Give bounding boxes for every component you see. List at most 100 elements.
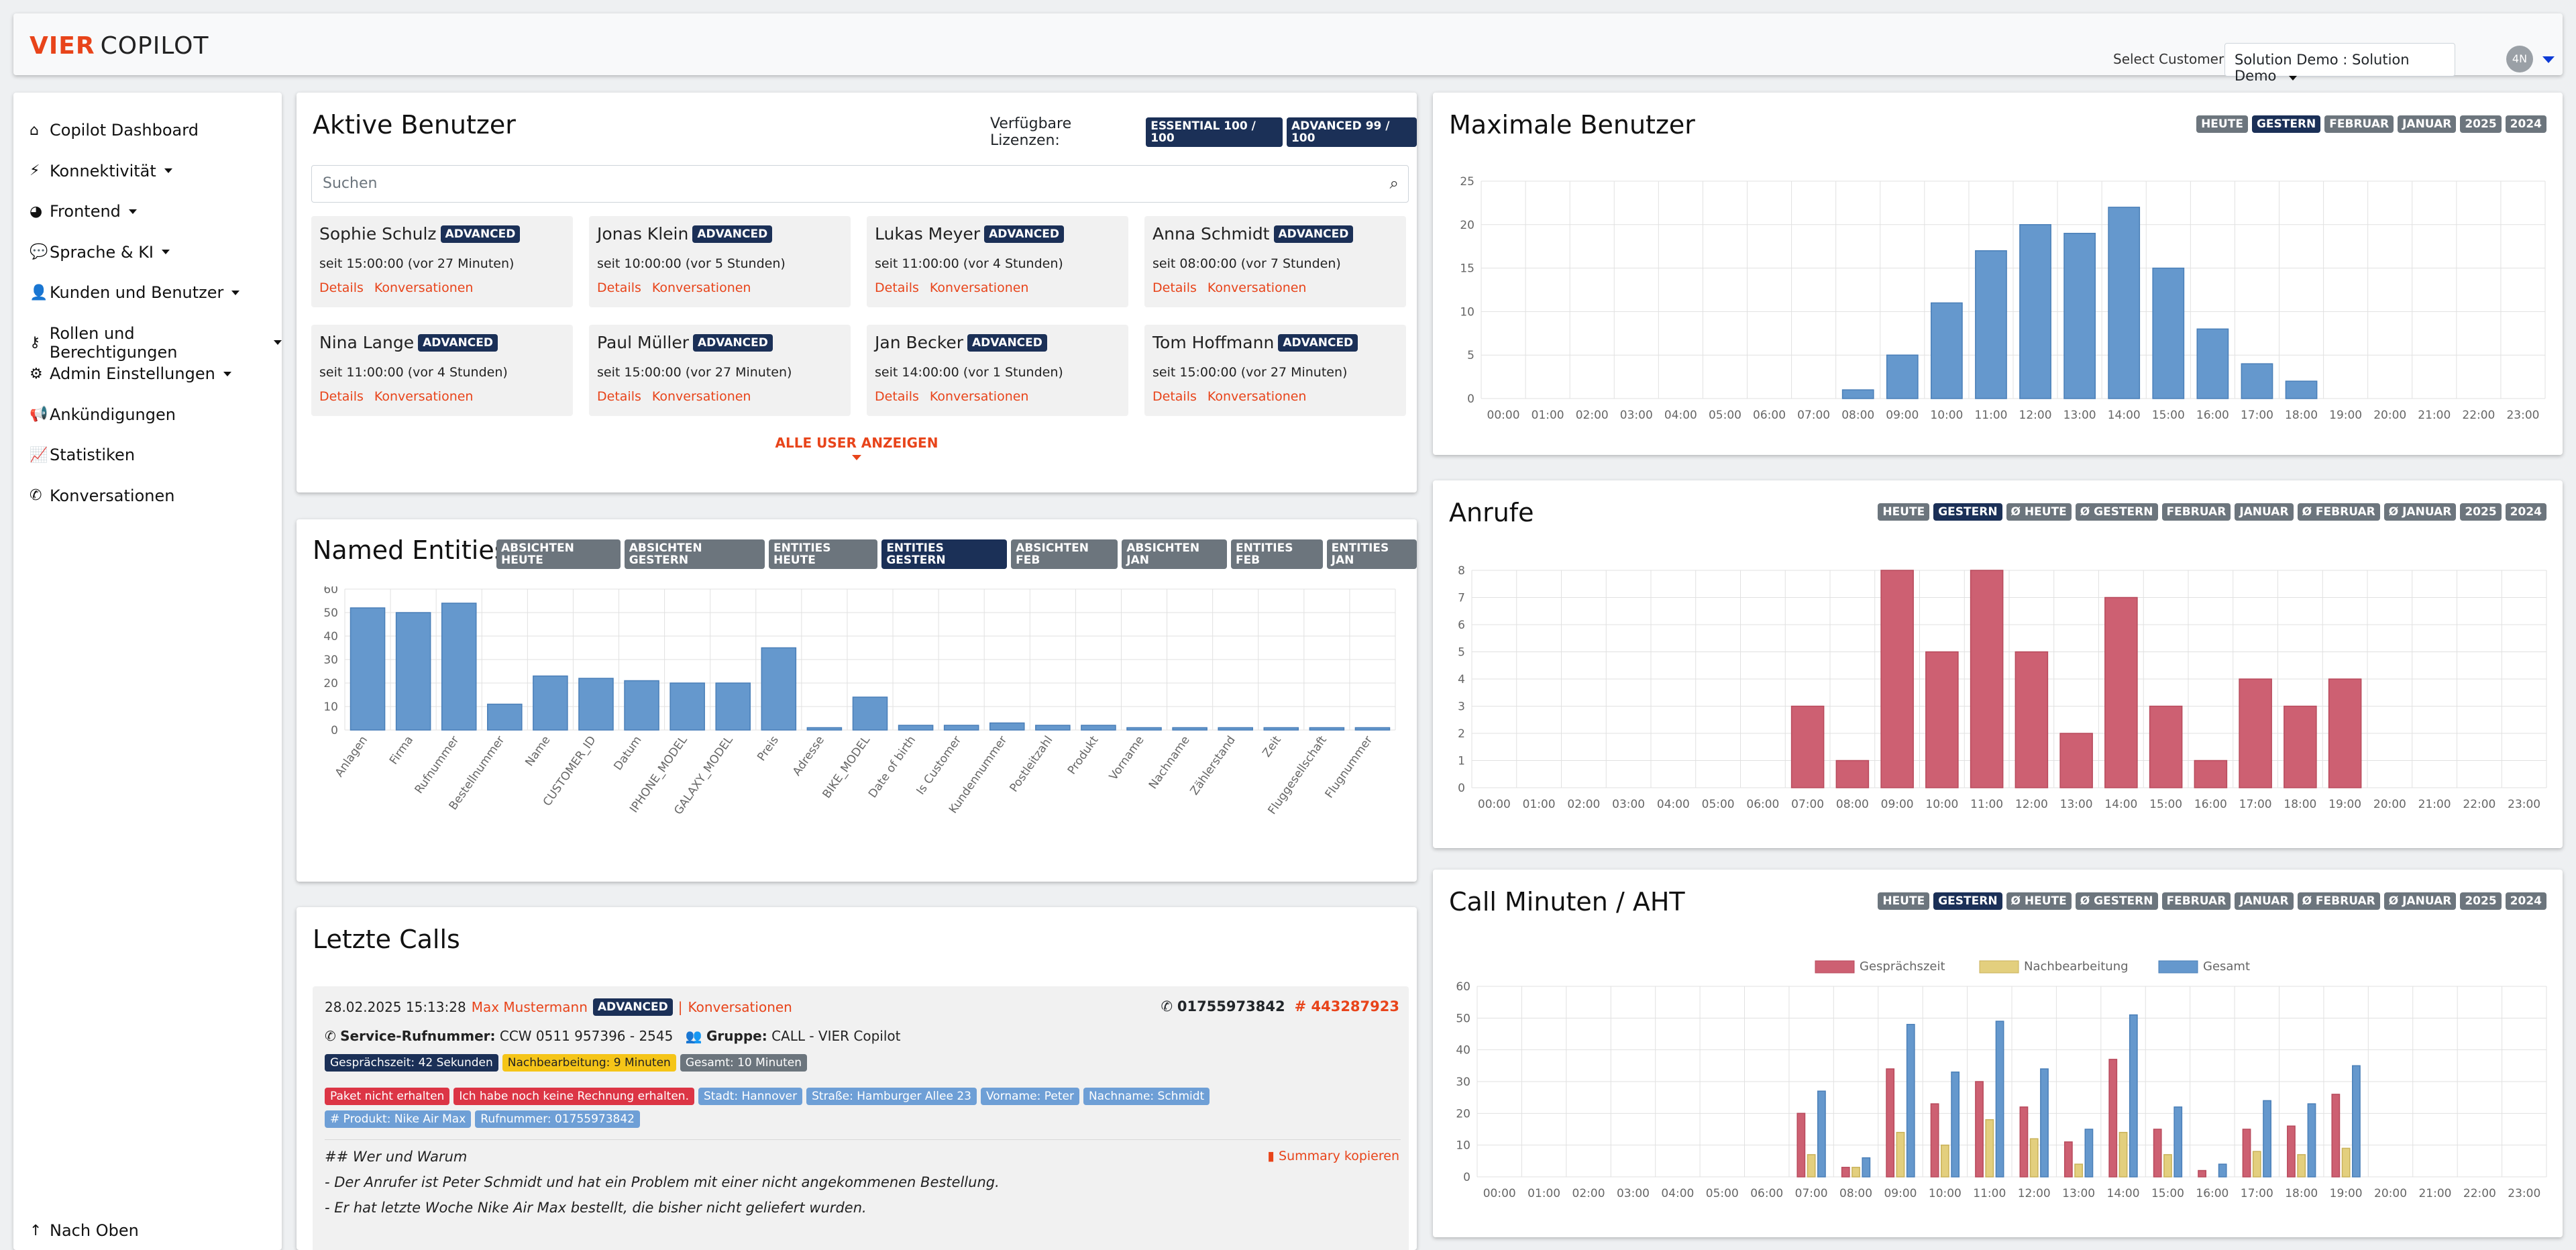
named-entities-filter-button[interactable]: ABSICHTEN JAN: [1122, 539, 1227, 569]
x-tick-label: 08:00: [1836, 798, 1869, 811]
user-details-link[interactable]: Details: [319, 280, 364, 295]
named-entities-filter-button[interactable]: ABSICHTEN HEUTE: [496, 539, 621, 569]
sidebar-item-statistiken[interactable]: 📈 Statistiken: [30, 446, 135, 464]
named-entities-filter-button[interactable]: ENTITIES GESTERN: [881, 539, 1008, 569]
customer-select[interactable]: Solution Demo : Solution Demo: [2224, 43, 2455, 84]
user-details-link[interactable]: Details: [875, 280, 919, 295]
x-tick-label: 20:00: [2373, 798, 2406, 811]
calls-title: Anrufe: [1449, 498, 1534, 527]
y-tick-label: 3: [1458, 700, 1465, 714]
y-tick-label: 30: [323, 654, 338, 667]
call-minutes-filter-button[interactable]: Ø HEUTE: [2006, 892, 2072, 910]
call-minutes-filter-button[interactable]: HEUTE: [1878, 892, 1930, 910]
legend-swatch: [1979, 960, 2019, 974]
x-tick-label: 04:00: [1664, 409, 1697, 422]
named-entities-filter-button[interactable]: ABSICHTEN GESTERN: [624, 539, 765, 569]
calls-filter-button[interactable]: Ø GESTERN: [2075, 503, 2158, 521]
chart-bar: [441, 603, 477, 731]
chart-bar: [624, 680, 659, 731]
sidebar-item-kunden-und-benutzer[interactable]: 👤 Kunden und Benutzer: [30, 283, 240, 302]
chevron-down-icon: [2289, 76, 2298, 81]
named-entities-filter-button[interactable]: ENTITIES HEUTE: [768, 539, 878, 569]
max-users-filter-button[interactable]: GESTERN: [2251, 115, 2321, 133]
call-tag: Nachbearbeitung: 9 Minuten: [502, 1054, 676, 1072]
user-links: Details Konversationen: [875, 280, 1039, 295]
call-minutes-filter-button[interactable]: Ø JANUAR: [2383, 892, 2457, 910]
user-conversations-link[interactable]: Konversationen: [1207, 280, 1307, 295]
sidebar-item-sprache-ki[interactable]: 💬 Sprache & KI: [30, 243, 170, 262]
sidebar-item-konversationen[interactable]: ✆ Konversationen: [30, 486, 174, 505]
sidebar-item-konnektivit-t[interactable]: ⚡ Konnektivität: [30, 162, 172, 180]
call-minutes-filter-button[interactable]: JANUAR: [2235, 892, 2294, 910]
max-users-filter-button[interactable]: 2024: [2505, 115, 2546, 133]
calls-filter-button[interactable]: 2024: [2505, 503, 2546, 521]
calls-filter-button[interactable]: JANUAR: [2235, 503, 2294, 521]
x-tick-label: BIKE_MODEL: [820, 733, 873, 801]
calls-filter-button[interactable]: Ø JANUAR: [2383, 503, 2457, 521]
user-conversations-link[interactable]: Konversationen: [929, 280, 1029, 295]
user-conversations-link[interactable]: Konversationen: [651, 389, 751, 404]
user-conversations-link[interactable]: Konversationen: [1207, 389, 1307, 404]
calls-filter-button[interactable]: Ø FEBRUAR: [2297, 503, 2380, 521]
search-input[interactable]: Suchen ⌕: [311, 165, 1409, 203]
x-tick-label: 07:00: [1791, 798, 1824, 811]
calls-filter-button[interactable]: HEUTE: [1878, 503, 1930, 521]
show-all-users-button[interactable]: ALLE USER ANZEIGEN: [297, 435, 1417, 460]
sidebar-item-rollen-und-berechtigungen[interactable]: ⚷ Rollen und Berechtigungen: [30, 324, 282, 362]
search-icon[interactable]: ⌕: [1389, 174, 1399, 193]
calls-filter-button[interactable]: GESTERN: [1933, 503, 2002, 521]
logo[interactable]: VIER COPILOT: [30, 32, 209, 60]
chat-icon: 💬: [30, 244, 48, 260]
chart-bar: [943, 725, 979, 731]
named-entities-filter-button[interactable]: ENTITIES JAN: [1326, 539, 1417, 569]
user-details-link[interactable]: Details: [597, 280, 641, 295]
sidebar-item-ank-ndigungen[interactable]: 📢 Ankündigungen: [30, 405, 176, 424]
user-name: Lukas Meyer: [875, 224, 981, 244]
user-details-link[interactable]: Details: [597, 389, 641, 404]
max-users-filter-button[interactable]: FEBRUAR: [2324, 115, 2394, 133]
user-conversations-link[interactable]: Konversationen: [374, 280, 474, 295]
chart-bar: [2019, 224, 2051, 399]
user-details-link[interactable]: Details: [1152, 389, 1197, 404]
named-entities-filter-button[interactable]: ENTITIES FEB: [1230, 539, 1323, 569]
user-details-link[interactable]: Details: [875, 389, 919, 404]
user-conversations-link[interactable]: Konversationen: [929, 389, 1029, 404]
chart-bar: [2108, 207, 2141, 399]
call-minutes-filter-button[interactable]: Ø FEBRUAR: [2297, 892, 2380, 910]
caller-name-link[interactable]: Max Mustermann: [471, 999, 588, 1015]
call-minutes-filter-button[interactable]: Ø GESTERN: [2075, 892, 2158, 910]
call-minutes-filter-button[interactable]: GESTERN: [1933, 892, 2002, 910]
user-details-link[interactable]: Details: [319, 389, 364, 404]
user-since: seit 15:00:00 (vor 27 Minuten): [597, 365, 792, 380]
user-details-link[interactable]: Details: [1152, 280, 1197, 295]
x-tick-label: Date of birth: [866, 733, 918, 800]
conversations-link[interactable]: Konversationen: [688, 999, 792, 1015]
sidebar-item-admin-einstellungen[interactable]: ⚙ Admin Einstellungen: [30, 364, 231, 383]
call-id[interactable]: # 443287923: [1294, 998, 1399, 1014]
call-minutes-filter-button[interactable]: 2024: [2505, 892, 2546, 910]
chart-bar: [2129, 1014, 2138, 1178]
chart-bar: [1886, 1068, 1895, 1178]
max-users-filter-button[interactable]: 2025: [2460, 115, 2502, 133]
user-conversations-link[interactable]: Konversationen: [651, 280, 751, 295]
x-tick-label: 01:00: [1532, 409, 1564, 422]
back-to-top-link[interactable]: ↑ Nach Oben: [30, 1221, 139, 1240]
sidebar-item-frontend[interactable]: ◕ Frontend: [30, 202, 137, 221]
call-minutes-filter-button[interactable]: 2025: [2460, 892, 2502, 910]
named-entities-filter-button[interactable]: ABSICHTEN FEB: [1011, 539, 1118, 569]
copy-summary-button[interactable]: ▮ Summary kopieren: [1267, 1149, 1399, 1163]
max-users-filter-button[interactable]: JANUAR: [2398, 115, 2457, 133]
calls-filter-button[interactable]: FEBRUAR: [2161, 503, 2231, 521]
calls-filter-button[interactable]: 2025: [2460, 503, 2502, 521]
user-conversations-link[interactable]: Konversationen: [374, 389, 474, 404]
x-tick-label: 03:00: [1617, 1187, 1650, 1200]
user-badge: ADVANCED: [692, 333, 773, 352]
avatar[interactable]: 4N: [2506, 46, 2533, 72]
chart-bar: [2029, 1138, 2039, 1178]
calls-filter-button[interactable]: Ø HEUTE: [2006, 503, 2072, 521]
call-minutes-filter-button[interactable]: FEBRUAR: [2161, 892, 2231, 910]
call-minutes-chart: 0 10 20 30 40 50 60 00:00 01:00 02:00 03:00 04:00 05…: [1456, 959, 2547, 1200]
chevron-down-icon[interactable]: [2542, 56, 2555, 63]
sidebar-item-copilot-dashboard[interactable]: ⌂ Copilot Dashboard: [30, 121, 199, 140]
max-users-filter-button[interactable]: HEUTE: [2196, 115, 2248, 133]
